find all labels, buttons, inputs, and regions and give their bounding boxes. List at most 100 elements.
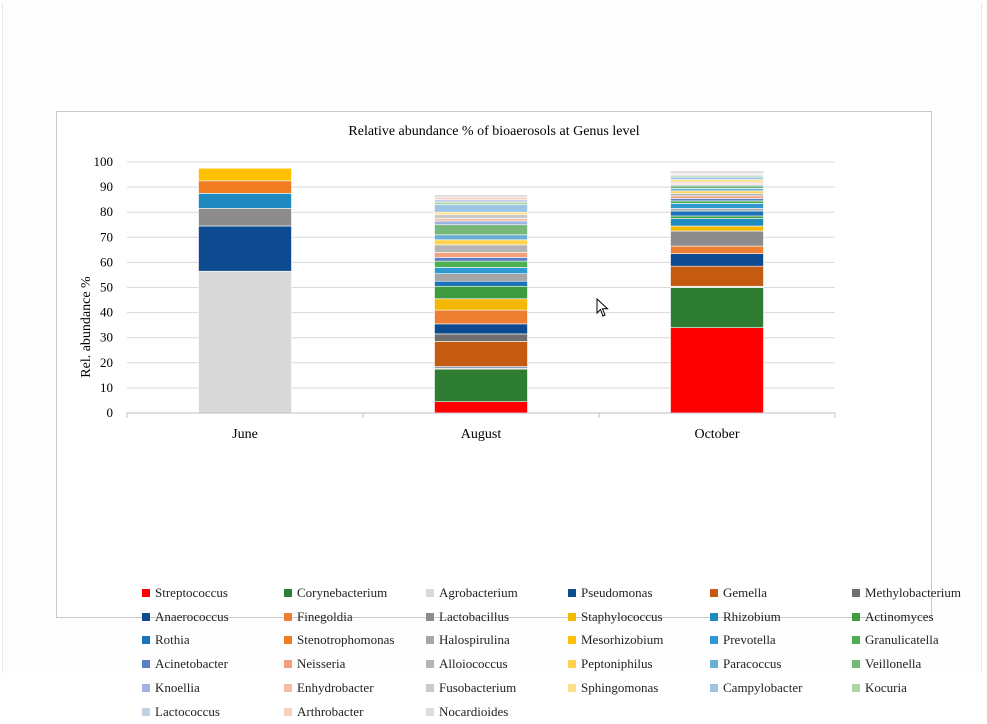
legend-label: Lactobacillus	[439, 608, 510, 624]
legend-swatch	[142, 660, 150, 669]
legend-swatch	[710, 636, 718, 645]
legend-swatch	[142, 588, 150, 597]
legend-item: Lactococcus	[142, 700, 284, 724]
legend-label: Knoellia	[155, 680, 200, 696]
legend-item: Pseudomonas	[568, 581, 710, 605]
legend-item: Peptoniphilus	[568, 652, 710, 676]
bar-segment	[434, 309, 528, 325]
bar-segment	[670, 200, 764, 204]
legend-item: Knoellia	[142, 676, 284, 700]
x-category-label: June	[232, 427, 258, 442]
legend-item: Prevotella	[710, 629, 852, 653]
legend-swatch	[710, 684, 718, 693]
y-tick-label: 50	[100, 280, 113, 295]
bar-segment	[434, 194, 528, 198]
legend-item: Finegoldia	[284, 605, 426, 629]
legend-swatch	[142, 612, 150, 621]
legend-swatch	[852, 588, 860, 597]
bar-segment	[434, 211, 528, 216]
chart-area: Relative abundance % of bioaerosols at G…	[56, 111, 961, 719]
bar-segment	[670, 327, 764, 414]
legend-item: Neisseria	[284, 652, 426, 676]
legend-swatch	[710, 612, 718, 621]
legend-label: Streptococcus	[155, 584, 228, 600]
y-axis-label: Rel. abundance %	[79, 276, 94, 378]
legend-swatch	[710, 588, 718, 597]
bar-segment	[198, 225, 292, 272]
legend-label: Corynebacterium	[297, 584, 388, 600]
bar-segment	[434, 199, 528, 203]
legend-item: Veillonella	[852, 652, 982, 676]
legend-swatch	[852, 636, 860, 645]
legend-swatch	[568, 684, 576, 693]
bar-segment	[670, 210, 764, 217]
legend-label: Alloiococcus	[439, 656, 508, 672]
legend-item: Campylobacter	[710, 676, 852, 700]
bar-segment	[670, 287, 764, 328]
legend-swatch	[284, 636, 292, 645]
bar-segment	[434, 323, 528, 335]
y-tick-label: 60	[100, 254, 113, 269]
y-tick-label: 10	[100, 380, 113, 395]
bar-segment	[670, 245, 764, 254]
legend-item: Kocuria	[852, 676, 982, 700]
mouse-pointer-icon	[596, 298, 609, 317]
x-axis: June August October	[126, 412, 836, 442]
bar-segment	[670, 203, 764, 209]
legend-swatch	[852, 660, 860, 669]
bar-segment	[434, 201, 528, 205]
bar-segment	[434, 341, 528, 367]
legend-swatch	[142, 636, 150, 645]
y-tick-label: 20	[100, 355, 113, 370]
legend-label: Paracoccus	[723, 656, 782, 672]
legend-label: Granulicatella	[865, 632, 939, 648]
x-category-label: October	[694, 427, 739, 442]
legend-label: Lactococcus	[155, 703, 220, 719]
legend-item: Rothia	[142, 629, 284, 653]
bar-segment	[670, 188, 764, 192]
bar-segment	[198, 208, 292, 227]
legend-swatch	[284, 707, 292, 716]
chart-title: Relative abundance % of bioaerosols at G…	[348, 124, 639, 139]
legend-item: Halospirulina	[426, 629, 568, 653]
legend-label: Mesorhizobium	[581, 632, 664, 648]
bar-segment	[670, 193, 764, 197]
bar-segment	[434, 239, 528, 246]
legend-label: Gemella	[723, 584, 768, 600]
stacked-bar-chart: Relative abundance % of bioaerosols at G…	[79, 124, 836, 442]
legend-item: Nocardioides	[426, 700, 568, 724]
legend-item: Rhizobium	[710, 605, 852, 629]
bar-segment	[434, 214, 528, 219]
bar-segment	[198, 270, 292, 414]
legend-swatch	[426, 636, 434, 645]
y-tick-label: 70	[100, 229, 113, 244]
legend-item: Streptococcus	[142, 581, 284, 605]
legend-label: Pseudomonas	[581, 584, 653, 600]
bar-segment	[670, 190, 764, 194]
legend-swatch	[426, 612, 434, 621]
bar-segment	[434, 234, 528, 241]
bar-segment	[434, 260, 528, 268]
legend-label: Rothia	[155, 632, 190, 648]
legend-item: Staphylococcus	[568, 605, 710, 629]
legend-label: Methylobacterium	[865, 584, 962, 600]
legend-item: Sphingomonas	[568, 676, 710, 700]
bar-segment	[434, 273, 528, 282]
bar-segment	[434, 196, 528, 200]
y-tick-label: 80	[100, 204, 113, 219]
bar-segment	[670, 215, 764, 219]
legend-label: Halospirulina	[439, 632, 510, 648]
bar-segment	[670, 218, 764, 227]
y-tick-label: 100	[94, 154, 114, 169]
y-tick-label: 90	[100, 179, 113, 194]
bars	[198, 167, 764, 414]
bar-segment	[434, 204, 528, 213]
legend-swatch	[284, 660, 292, 669]
legend-label: Acinetobacter	[155, 656, 228, 672]
legend-item: Enhydrobacter	[284, 676, 426, 700]
legend-swatch	[852, 684, 860, 693]
legend-swatch	[710, 660, 718, 669]
legend-label: Agrobacterium	[439, 584, 518, 600]
bar-segment	[670, 198, 764, 202]
legend-label: Enhydrobacter	[297, 680, 374, 696]
